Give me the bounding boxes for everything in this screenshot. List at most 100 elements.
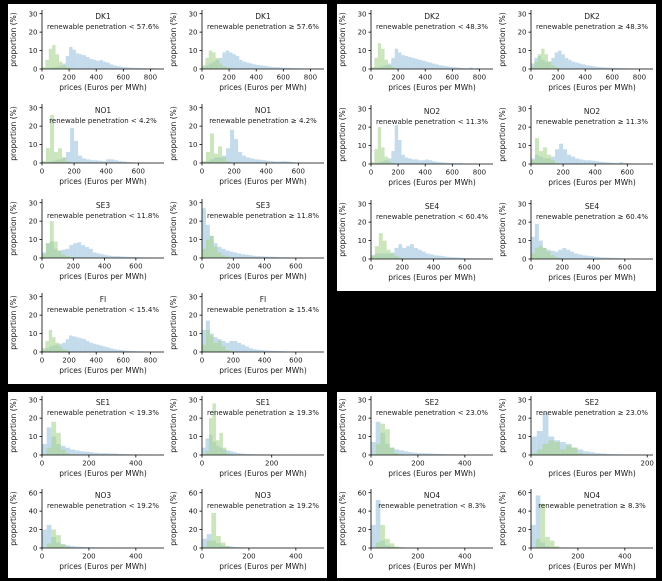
- condition-title: renewable penetration < 19.2%: [47, 502, 159, 510]
- hist-bar: [238, 152, 243, 164]
- x-axis-label: prices (Euros per MWh): [59, 469, 147, 478]
- x-axis-label: prices (Euros per MWh): [388, 178, 476, 187]
- hist-bar: [554, 251, 559, 260]
- y-tick-label: 20: [358, 219, 367, 227]
- hist-bar: [246, 157, 251, 164]
- hist-bar: [116, 65, 120, 69]
- hist-bar: [55, 343, 59, 353]
- hist-bar: [229, 351, 234, 353]
- x-axis-label: prices (Euros per MWh): [388, 469, 476, 478]
- hist-bar: [418, 160, 422, 164]
- hist-bar: [448, 66, 453, 69]
- histogram-no1-lt: 0 10 20 30 0 200 400 600 proportion (%) prices (E…: [9, 104, 164, 186]
- hist-bar: [387, 161, 392, 164]
- axes-spines: [201, 396, 324, 456]
- x-tick-label: 400: [258, 357, 271, 365]
- hist-bar: [74, 450, 80, 455]
- zone-title: NO4: [424, 491, 441, 500]
- hist-bar: [565, 445, 572, 455]
- hist-bar: [543, 147, 548, 164]
- hist-bar: [254, 159, 259, 164]
- x-tick-label: 400: [90, 73, 103, 81]
- y-tick-label: 0: [33, 160, 37, 168]
- series-green: [42, 44, 76, 69]
- condition-title: renewable penetration < 11.3%: [376, 118, 488, 126]
- hist-bar: [237, 343, 242, 353]
- hist-bar: [403, 451, 409, 455]
- hist-bar: [92, 252, 97, 258]
- hist-bar: [213, 343, 218, 353]
- hist-bar: [571, 61, 576, 70]
- hist-bar: [233, 252, 238, 258]
- hist-bar: [202, 345, 206, 353]
- hist-bar: [411, 159, 416, 164]
- hist-bar: [457, 257, 461, 259]
- panel-grid: 0 10 20 30 0 200 400 600 800 proportion (%) prices…: [8, 4, 327, 384]
- hist-bar: [410, 244, 415, 259]
- hist-bar: [408, 452, 414, 455]
- hist-bar: [225, 50, 230, 69]
- hist-bar: [389, 543, 395, 548]
- hist-bar: [541, 48, 545, 69]
- x-tick-label: 0: [369, 264, 373, 272]
- x-axis-label: prices (Euros per MWh): [219, 177, 307, 186]
- y-tick-label: 0: [193, 65, 197, 73]
- hist-bar: [531, 453, 537, 455]
- hist-bar: [421, 160, 426, 164]
- x-tick-label: 400: [98, 262, 111, 270]
- hist-bar: [602, 67, 606, 69]
- x-tick-label: 200: [556, 169, 569, 177]
- hist-bar: [453, 257, 458, 259]
- hist-bar: [445, 256, 450, 259]
- hist-bar: [123, 350, 127, 353]
- hist-bar: [65, 350, 70, 353]
- y-tick-label: 30: [189, 396, 198, 404]
- y-tick-label: 10: [29, 47, 38, 55]
- hist-bar: [455, 67, 460, 69]
- hist-bar: [377, 43, 382, 69]
- hist-bar: [575, 158, 580, 164]
- hist-bar: [272, 351, 277, 353]
- hist-bar: [404, 56, 409, 69]
- x-tick-label: 600: [618, 264, 631, 272]
- hist-bar: [571, 447, 578, 456]
- histogram-no1-ge: 0 10 20 30 0 200 400 600 proportion (%) prices (E…: [169, 104, 324, 186]
- x-tick-label: 0: [40, 553, 44, 561]
- y-tick-label: 30: [189, 104, 198, 112]
- hist-bar: [103, 61, 107, 69]
- zone-title: NO2: [584, 107, 601, 116]
- hist-bar: [60, 544, 66, 548]
- x-tick-label: 400: [260, 168, 273, 176]
- condition-title: renewable penetration ≥ 11.8%: [207, 212, 319, 220]
- x-tick-label: 200: [265, 460, 278, 468]
- hist-bar: [104, 255, 109, 258]
- hist-bar: [222, 447, 227, 456]
- x-tick-label: 0: [40, 168, 44, 176]
- hist-bar: [233, 452, 237, 455]
- y-tick-label: 0: [33, 349, 37, 357]
- y-tick-label: 10: [189, 331, 198, 339]
- hist-bar: [236, 453, 241, 455]
- hist-bar: [131, 256, 136, 258]
- hist-bar: [230, 129, 235, 164]
- hist-bar: [272, 256, 277, 258]
- y-tick-label: 10: [358, 47, 367, 55]
- hist-bar: [445, 162, 449, 164]
- hist-bar: [371, 67, 375, 69]
- y-axis-label: proportion (%): [338, 12, 347, 67]
- y-tick-label: 0: [362, 452, 366, 460]
- hist-bar: [585, 65, 589, 69]
- panel-block-bottom-right: 0 10 20 30 0 200 400 proportion (%) prices (Euro…: [337, 392, 656, 578]
- hist-bar: [256, 350, 261, 353]
- hist-bar: [563, 149, 568, 164]
- hist-bar: [273, 66, 277, 69]
- hist-bar: [571, 156, 576, 165]
- y-tick-label: 30: [29, 199, 38, 207]
- hist-bar: [237, 253, 242, 258]
- hist-bar: [122, 161, 127, 164]
- y-axis-label: proportion (%): [498, 398, 507, 453]
- x-axis-label: prices (Euros per MWh): [219, 469, 307, 478]
- hist-bar: [70, 128, 75, 164]
- hist-bar: [225, 67, 230, 69]
- hist-bar: [611, 162, 616, 164]
